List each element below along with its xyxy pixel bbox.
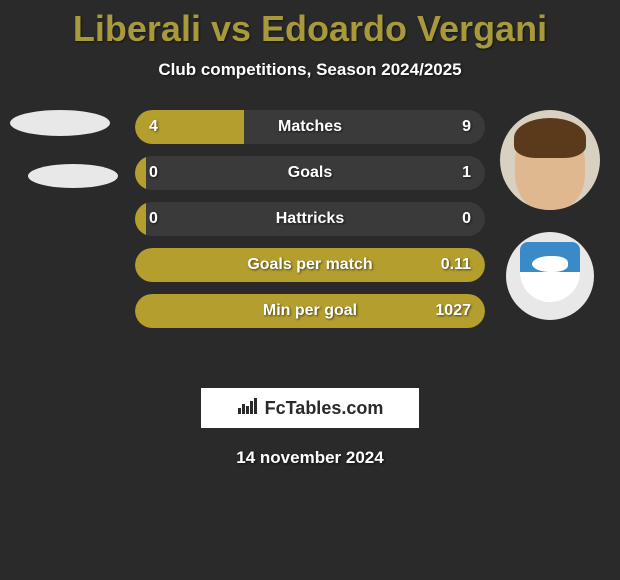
stat-right-value: 0.11 <box>441 256 471 274</box>
chart-bar-icon <box>237 397 259 420</box>
branding-box: FcTables.com <box>201 388 419 428</box>
club-crest <box>520 242 580 312</box>
stat-label: Goals per match <box>135 256 485 274</box>
stat-label: Matches <box>135 118 485 136</box>
stat-row-hattricks: 0 Hattricks 0 <box>135 202 485 236</box>
left-player-avatar-placeholder <box>10 110 110 136</box>
stat-row-matches: 4 Matches 9 <box>135 110 485 144</box>
page-subtitle: Club competitions, Season 2024/2025 <box>0 60 620 80</box>
left-player-club-placeholder <box>28 164 118 188</box>
stat-bars: 4 Matches 9 0 Goals 1 0 Hattricks 0 Goal… <box>135 110 485 340</box>
stat-label: Hattricks <box>135 210 485 228</box>
stat-right-value: 0 <box>462 210 471 228</box>
stat-right-value: 1 <box>462 164 471 182</box>
stat-row-goals-per-match: Goals per match 0.11 <box>135 248 485 282</box>
branding-text: FcTables.com <box>265 398 384 419</box>
stat-row-min-per-goal: Min per goal 1027 <box>135 294 485 328</box>
dolphin-icon <box>532 256 568 272</box>
stats-area: 4 Matches 9 0 Goals 1 0 Hattricks 0 Goal… <box>0 110 620 370</box>
page-title: Liberali vs Edoardo Vergani <box>0 0 620 50</box>
right-player-avatar <box>500 110 600 210</box>
footer-date: 14 november 2024 <box>0 448 620 468</box>
stat-right-value: 9 <box>462 118 471 136</box>
crest-bottom-shape <box>520 272 580 302</box>
stat-row-goals: 0 Goals 1 <box>135 156 485 190</box>
avatar-hair-shape <box>514 118 586 158</box>
right-player-badges <box>500 110 600 320</box>
left-player-badges <box>10 110 118 188</box>
stat-label: Min per goal <box>135 302 485 320</box>
right-player-club-badge <box>506 232 594 320</box>
stat-label: Goals <box>135 164 485 182</box>
stat-right-value: 1027 <box>435 302 471 320</box>
